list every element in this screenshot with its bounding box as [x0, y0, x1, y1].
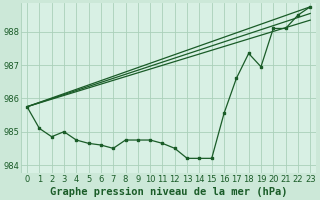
X-axis label: Graphe pression niveau de la mer (hPa): Graphe pression niveau de la mer (hPa)	[50, 186, 287, 197]
